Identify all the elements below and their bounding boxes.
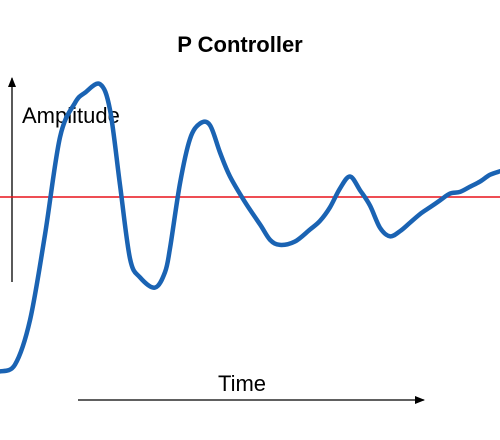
x-axis-label: Time bbox=[218, 371, 266, 396]
chart-title: P Controller bbox=[177, 32, 303, 57]
